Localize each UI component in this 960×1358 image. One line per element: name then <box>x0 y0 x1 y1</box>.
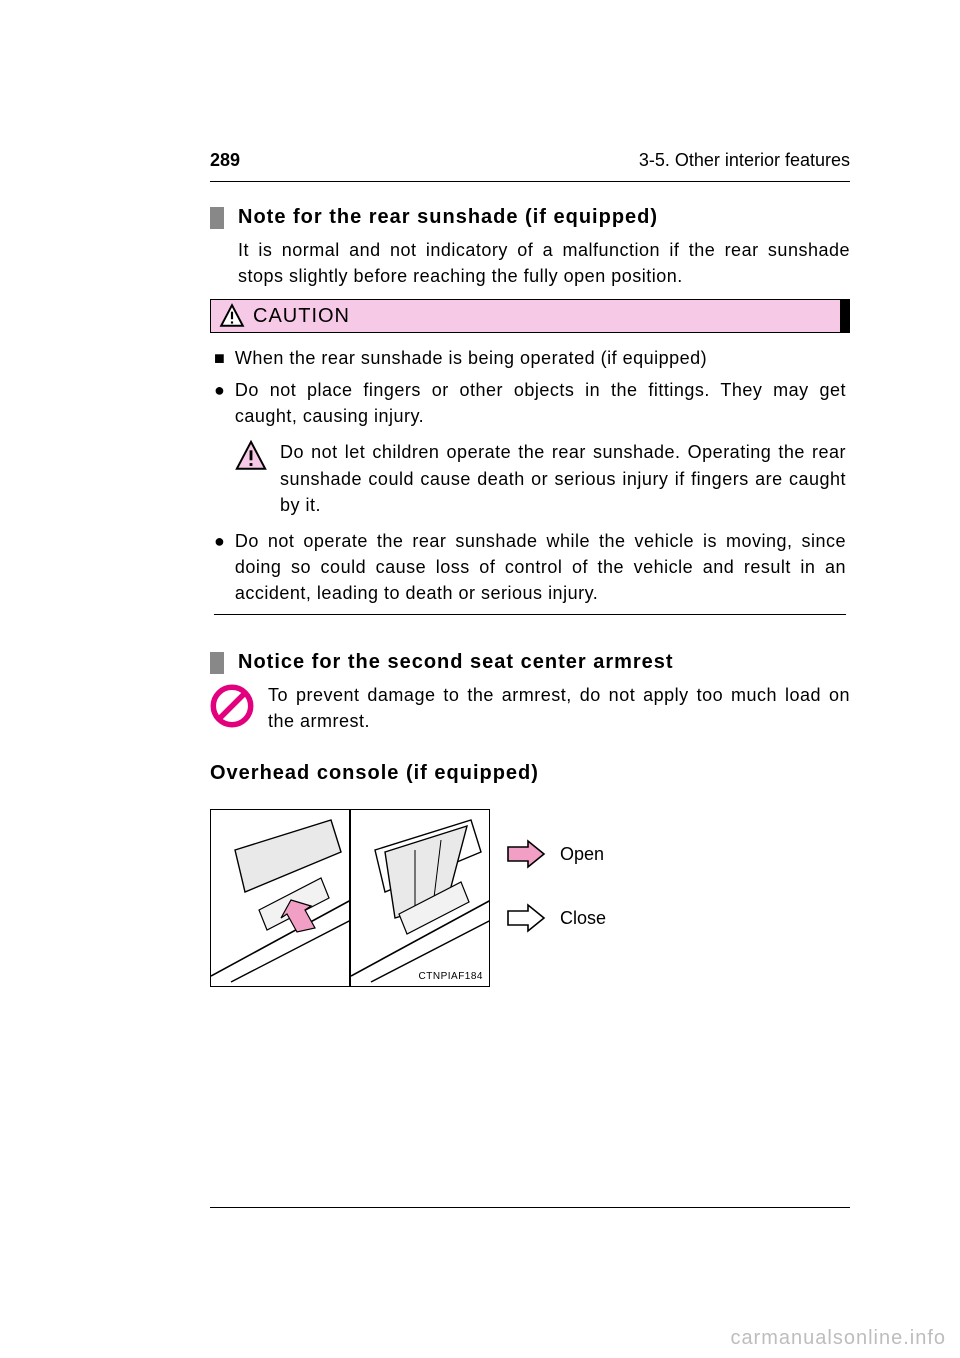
caution-header-end <box>840 299 850 333</box>
caution-item: ■ When the rear sunshade is being operat… <box>214 345 846 371</box>
caution-text: Do not place fingers or other objects in… <box>235 377 846 429</box>
arrow-shape <box>508 905 544 931</box>
watermark-text: carmanualsonline.info <box>730 1327 946 1350</box>
caution-body: ■ When the rear sunshade is being operat… <box>210 341 850 625</box>
bullet-marker: ■ <box>214 345 225 371</box>
manual-page: 289 3-5. Other interior features Note fo… <box>0 0 960 1358</box>
legend-close-label: Close <box>560 908 606 929</box>
note-title-row: Note for the rear sunshade (if equipped) <box>210 206 850 229</box>
notice-title-row: Notice for the second seat center armres… <box>210 651 850 674</box>
breadcrumb: 3-5. Other interior features <box>639 150 850 171</box>
overhead-figure-row: CTNPIAF184 Open Close <box>210 809 850 987</box>
caution-end-rule <box>214 614 846 615</box>
note-text: It is normal and not indicatory of a mal… <box>238 237 850 289</box>
caution-text: Do not operate the rear sunshade while t… <box>235 528 846 606</box>
section-marker-icon <box>210 207 224 229</box>
diagram-open-panel <box>351 810 489 986</box>
notice-text: To prevent damage to the armrest, do not… <box>268 682 850 734</box>
footer-rule <box>210 1207 850 1208</box>
caution-header: CAUTION <box>210 299 850 333</box>
caution-text: Do not let children operate the rear sun… <box>280 439 846 517</box>
notice-row: To prevent damage to the armrest, do not… <box>210 682 850 734</box>
warning-triangle-icon <box>219 303 245 329</box>
arrow-right-filled-icon <box>506 839 546 869</box>
arrow-shape <box>508 841 544 867</box>
console-closed-icon <box>211 810 349 986</box>
bullet-marker: ● <box>214 528 225 606</box>
section-marker-icon <box>210 652 224 674</box>
caution-text: When the rear sunshade is being operated… <box>235 345 707 371</box>
bullet-marker: ● <box>214 377 225 429</box>
caution-nested-item: Do not let children operate the rear sun… <box>234 439 846 517</box>
legend-close-row: Close <box>506 903 850 933</box>
diagram-code: CTNPIAF184 <box>419 971 483 982</box>
overhead-heading: Overhead console (if equipped) <box>210 762 850 785</box>
notice-title: Notice for the second seat center armres… <box>238 651 674 674</box>
legend-open-row: Open <box>506 839 850 869</box>
legend-open-label: Open <box>560 844 604 865</box>
warning-triangle-small-icon <box>234 439 268 473</box>
page-header: 289 3-5. Other interior features <box>210 150 850 171</box>
header-rule <box>210 181 850 182</box>
prohibit-icon <box>210 684 254 728</box>
diagram-closed-panel <box>211 810 349 986</box>
console-open-icon <box>351 810 489 986</box>
caution-label: CAUTION <box>253 305 350 328</box>
note-title: Note for the rear sunshade (if equipped) <box>238 206 658 229</box>
caution-header-bar: CAUTION <box>210 299 840 333</box>
overhead-diagram: CTNPIAF184 <box>210 809 490 987</box>
page-number: 289 <box>210 150 240 171</box>
caution-item: ● Do not place fingers or other objects … <box>214 377 846 429</box>
diagram-legend: Open Close <box>506 809 850 987</box>
arrow-right-outline-icon <box>506 903 546 933</box>
caution-item: ● Do not operate the rear sunshade while… <box>214 528 846 606</box>
